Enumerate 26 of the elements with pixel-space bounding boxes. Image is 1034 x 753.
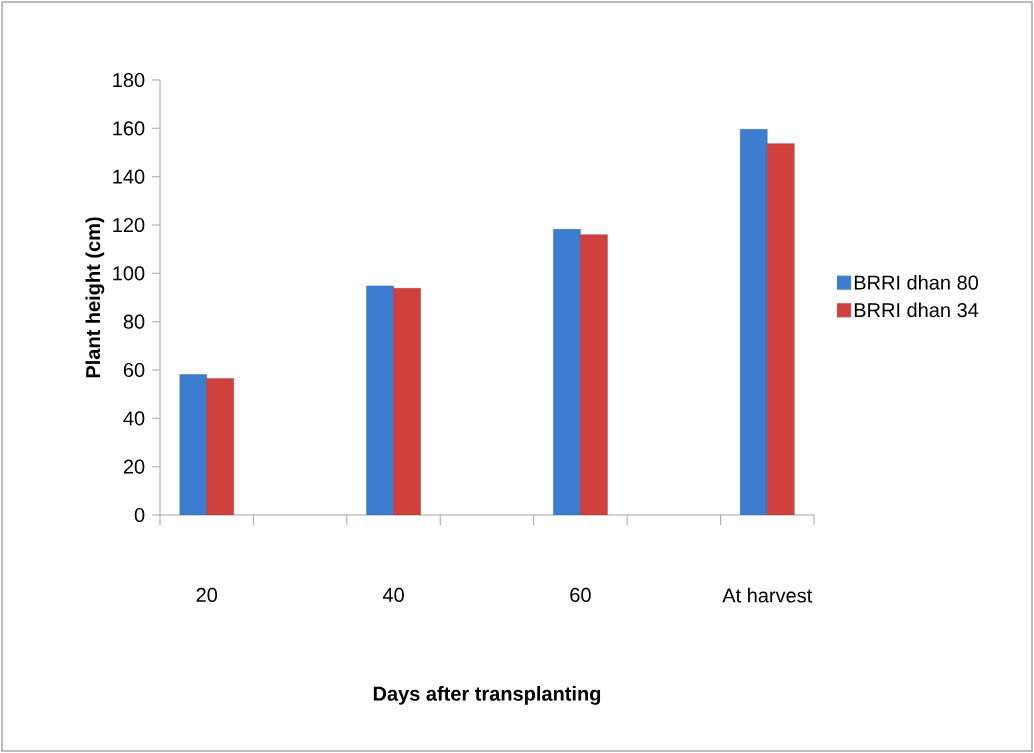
legend-label: BRRI dhan 80 [854, 275, 979, 290]
bar [553, 229, 581, 515]
legend-label: BRRI dhan 34 [854, 302, 979, 318]
bar [740, 129, 768, 515]
x-axis-title: Days after transplanting [373, 686, 601, 705]
x-tick-label: At harvest [722, 587, 813, 603]
bar [580, 234, 608, 515]
y-tick-label: 180 [113, 72, 145, 88]
y-tick-label: 20 [123, 459, 145, 474]
y-tick-label: 140 [113, 169, 145, 184]
x-tick-label: 40 [382, 587, 404, 603]
y-tick-label: 80 [123, 314, 145, 329]
x-tick-label: 20 [196, 587, 218, 603]
y-tick-label: 0 [134, 507, 145, 523]
y-tick-label: 120 [113, 217, 145, 233]
x-tick-label: 60 [570, 587, 591, 603]
bar [393, 288, 421, 515]
y-axis-title: Plant height (cm) [85, 217, 105, 378]
y-tick-label: 40 [123, 411, 145, 426]
bar [366, 285, 394, 515]
y-tick-label: 100 [113, 266, 145, 281]
bar [179, 374, 207, 515]
bar [767, 143, 795, 515]
y-tick-label: 160 [113, 121, 145, 136]
bar [206, 378, 234, 515]
y-tick-label: 60 [123, 362, 145, 378]
